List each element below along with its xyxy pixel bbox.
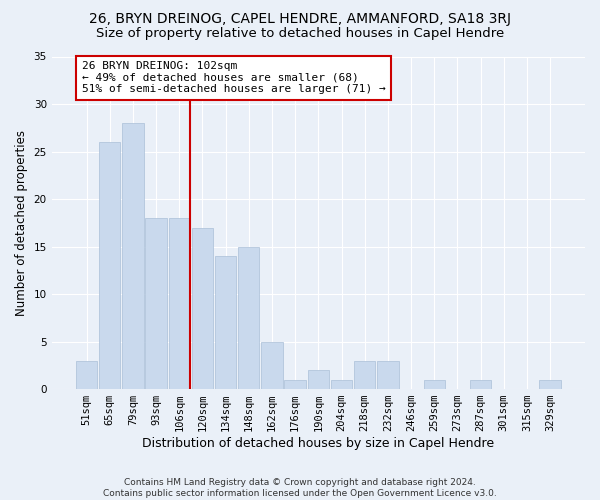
Bar xyxy=(145,218,167,389)
Text: Size of property relative to detached houses in Capel Hendre: Size of property relative to detached ho… xyxy=(96,28,504,40)
Bar xyxy=(192,228,213,389)
Bar xyxy=(284,380,306,389)
Bar xyxy=(262,342,283,389)
Bar xyxy=(238,246,259,389)
Bar xyxy=(424,380,445,389)
X-axis label: Distribution of detached houses by size in Capel Hendre: Distribution of detached houses by size … xyxy=(142,437,494,450)
Text: 26, BRYN DREINOG, CAPEL HENDRE, AMMANFORD, SA18 3RJ: 26, BRYN DREINOG, CAPEL HENDRE, AMMANFOR… xyxy=(89,12,511,26)
Bar xyxy=(470,380,491,389)
Bar xyxy=(215,256,236,389)
Bar xyxy=(99,142,121,389)
Text: 26 BRYN DREINOG: 102sqm
← 49% of detached houses are smaller (68)
51% of semi-de: 26 BRYN DREINOG: 102sqm ← 49% of detache… xyxy=(82,62,386,94)
Y-axis label: Number of detached properties: Number of detached properties xyxy=(15,130,28,316)
Bar xyxy=(308,370,329,389)
Bar xyxy=(539,380,561,389)
Bar xyxy=(169,218,190,389)
Text: Contains HM Land Registry data © Crown copyright and database right 2024.
Contai: Contains HM Land Registry data © Crown c… xyxy=(103,478,497,498)
Bar xyxy=(331,380,352,389)
Bar xyxy=(354,360,376,389)
Bar xyxy=(122,123,143,389)
Bar xyxy=(76,360,97,389)
Bar xyxy=(377,360,398,389)
